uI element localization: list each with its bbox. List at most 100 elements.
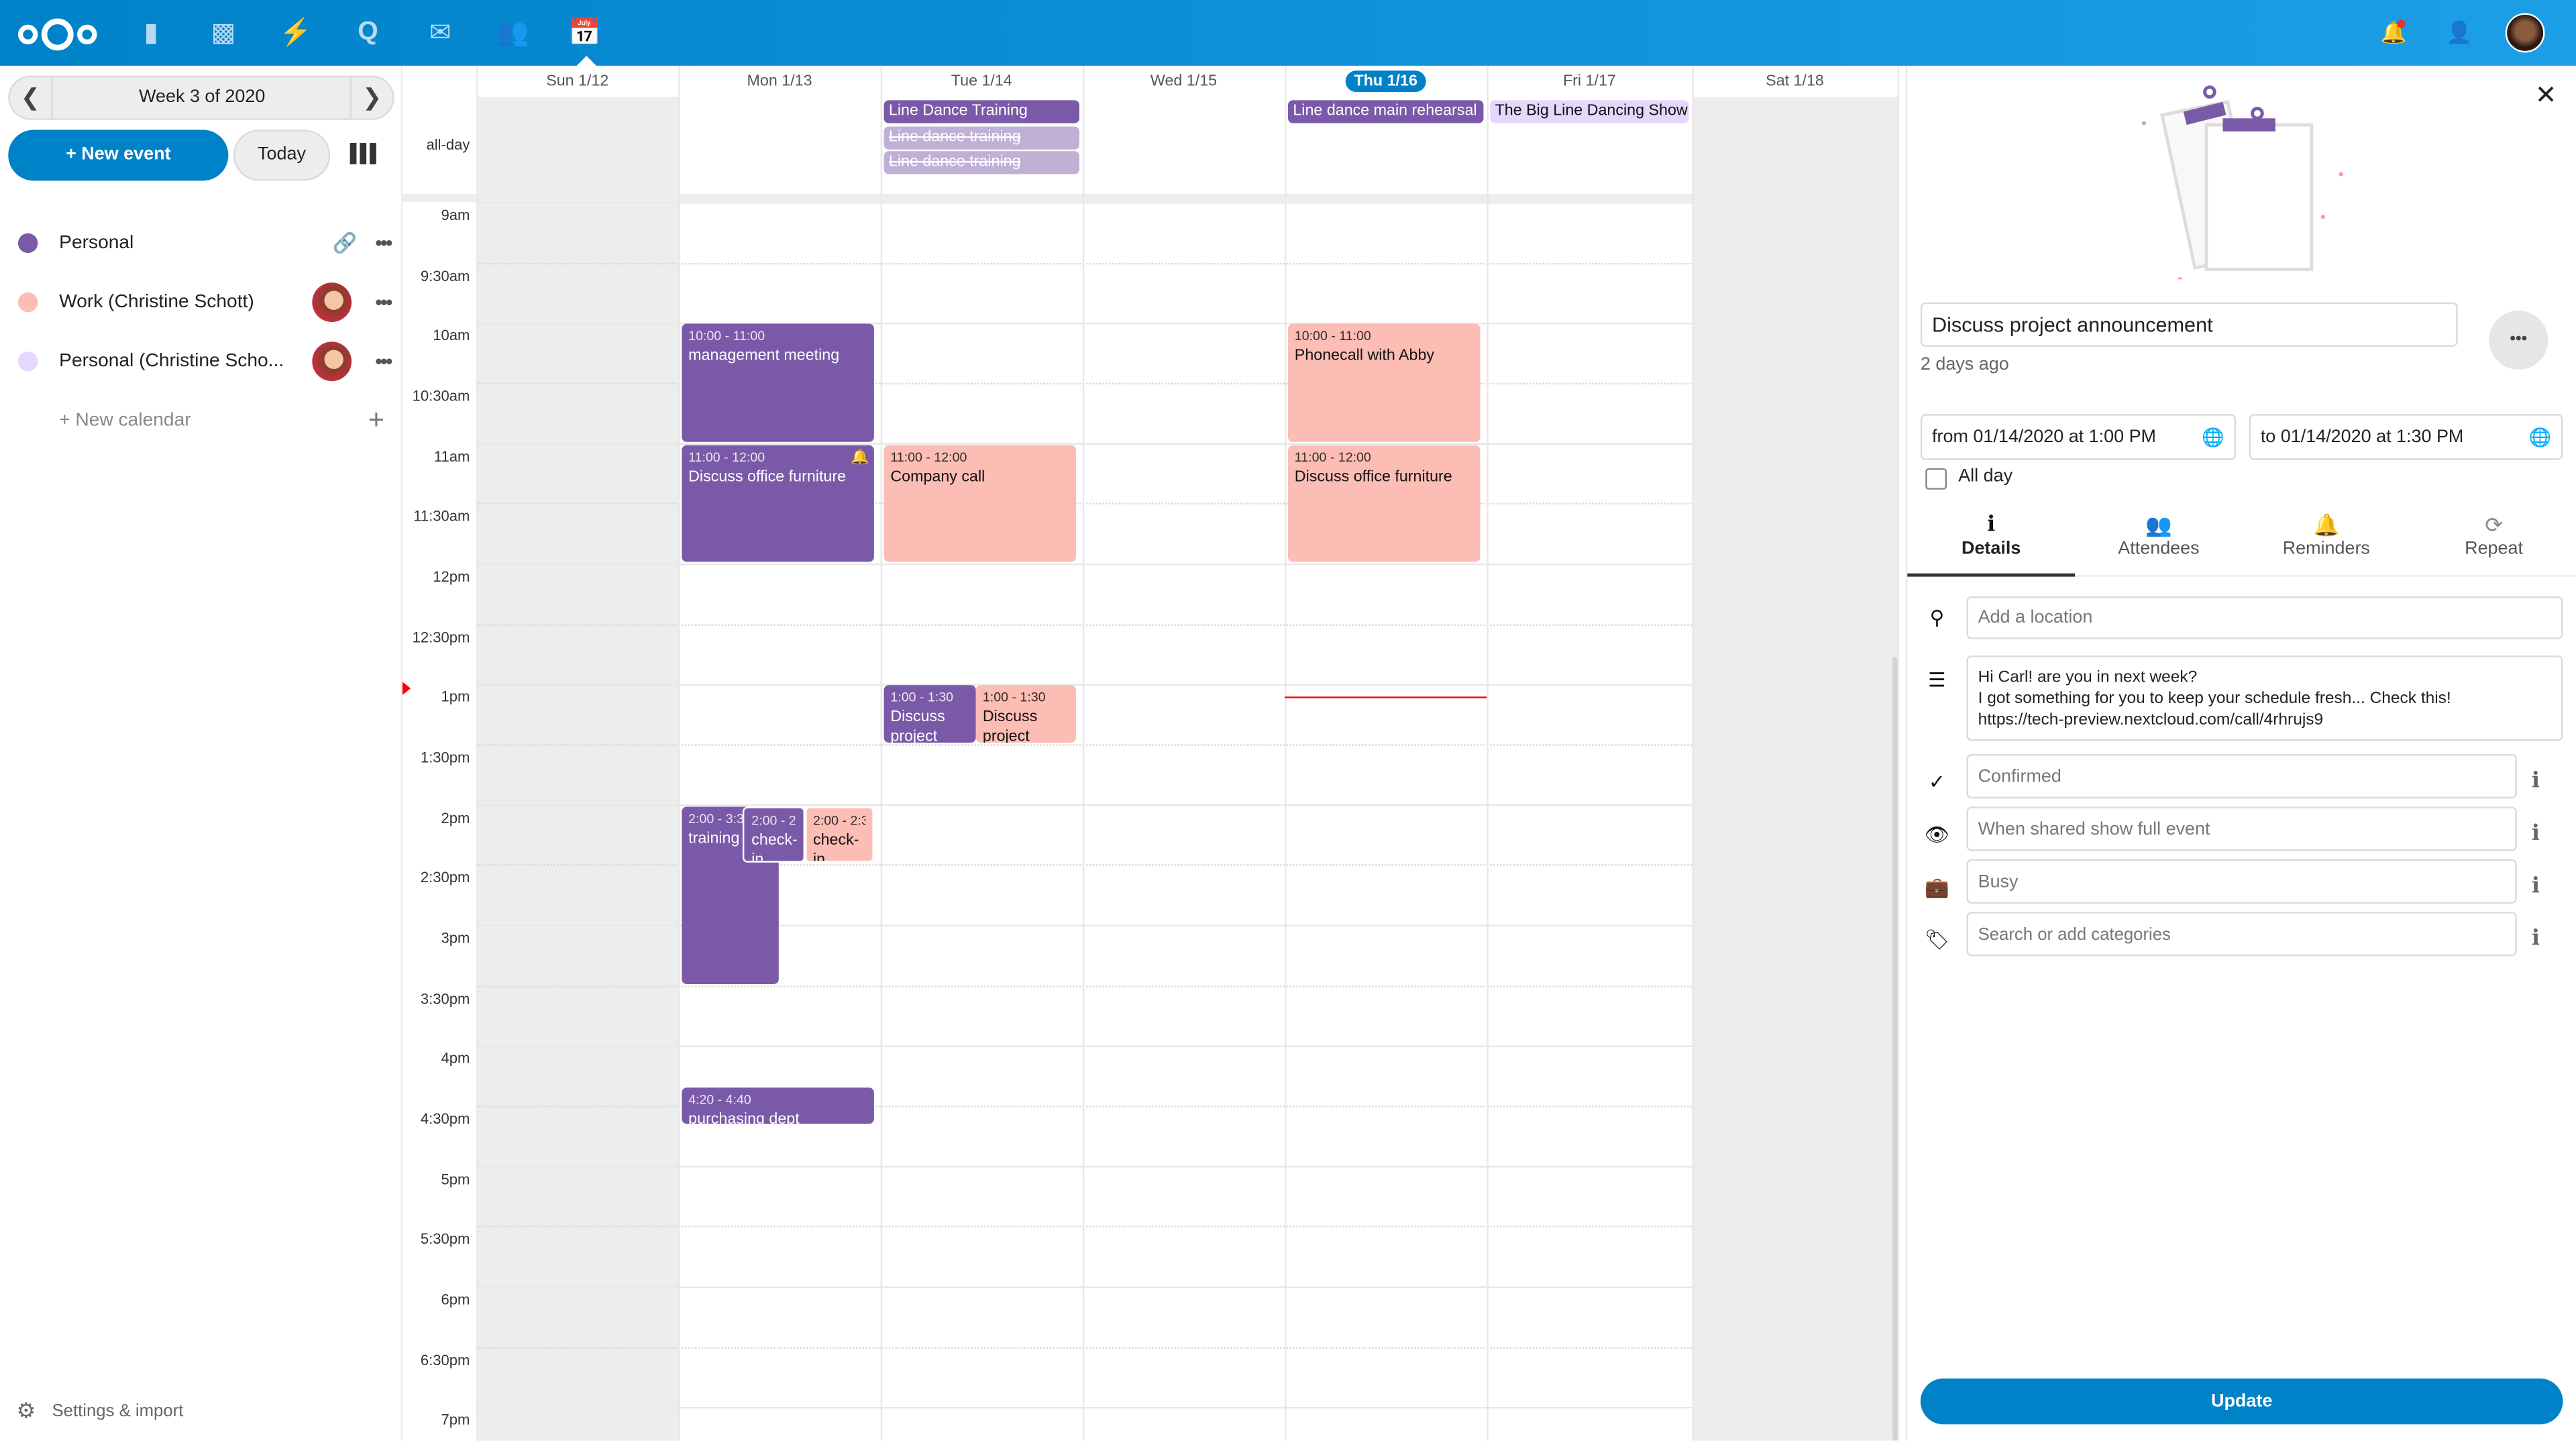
calendar-item-personal-shared[interactable]: Personal (Christine Scho... ••• [16, 340, 392, 383]
allday-checkbox-label[interactable]: All day [1958, 466, 2013, 486]
day-header[interactable]: Mon 1/13 [678, 66, 880, 97]
time-label: 1pm [441, 688, 470, 706]
view-switcher-icon[interactable] [350, 143, 376, 164]
tab-label: Attendees [2118, 539, 2200, 559]
calendar-color-dot[interactable] [17, 352, 38, 372]
scrollbar[interactable] [1892, 657, 1898, 1441]
day-header-label: Sat 1/18 [1766, 72, 1824, 91]
location-input[interactable]: Add a location [1966, 596, 2563, 639]
tab-repeat[interactable]: ⟳ Repeat [2410, 513, 2576, 559]
more-actions-button[interactable]: ••• [2489, 310, 2548, 370]
status-select[interactable]: Confirmed [1966, 754, 2517, 799]
day-header[interactable]: Sat 1/18 [1692, 66, 1897, 97]
photos-icon[interactable]: ▩ [211, 19, 236, 48]
close-icon[interactable]: ✕ [2534, 82, 2557, 111]
calendar-event[interactable]: 10:00 - 11:00 Phonecall with Abby [1288, 324, 1481, 441]
day-header[interactable]: Thu 1/16 [1285, 66, 1487, 97]
categories-input[interactable]: Search or add categories [1966, 912, 2517, 957]
user-avatar[interactable] [2505, 13, 2545, 53]
activity-icon[interactable]: ⚡ [279, 19, 313, 48]
day-header[interactable]: Sun 1/12 [476, 66, 678, 97]
end-datetime-input[interactable]: to 01/14/2020 at 1:30 PM 🌐 [2249, 414, 2563, 460]
talk-icon[interactable]: Q [358, 17, 378, 46]
settings-import-button[interactable]: ⚙ Settings & import [16, 1390, 390, 1433]
calendar-icon[interactable]: 📅 [568, 19, 602, 48]
files-icon[interactable]: ▮ [144, 19, 159, 48]
time-label: 4:30pm [420, 1110, 470, 1127]
tab-attendees[interactable]: 👥 Attendees [2075, 513, 2243, 559]
calendar-event[interactable]: 1:00 - 1:30 Discuss project [976, 685, 1077, 743]
event-title: Discuss project [982, 708, 1038, 743]
week-label[interactable]: Week 3 of 2020 [139, 87, 266, 107]
allday-label: all-day [426, 136, 470, 153]
calendar-actions-icon[interactable]: ••• [375, 350, 392, 373]
mail-icon[interactable]: ✉ [429, 19, 451, 48]
allday-event[interactable]: Line dance training [883, 151, 1079, 174]
calendar-event[interactable]: 11:00 - 12:00 Discuss office furniture 🔔 [682, 444, 874, 562]
calendar-actions-icon[interactable]: ••• [375, 231, 392, 255]
timezone-globe-icon[interactable]: 🌐 [2528, 427, 2552, 448]
previous-week-button[interactable]: ❮ [10, 77, 53, 119]
time-label: 11:30am [413, 508, 470, 525]
day-header[interactable]: Wed 1/15 [1083, 66, 1285, 97]
event-title-input[interactable]: Discuss project announcement [1920, 302, 2458, 347]
calendar-color-dot[interactable] [17, 292, 38, 313]
calendar-item-work[interactable]: Work (Christine Schott) ••• [16, 281, 392, 324]
new-event-button[interactable]: + New event [8, 129, 229, 181]
nextcloud-logo[interactable] [16, 16, 98, 52]
notifications-icon[interactable]: 🔔 [2380, 19, 2408, 45]
week-navigator: ❮ Week 3 of 2020 ❯ [8, 75, 394, 120]
allday-event[interactable]: The Big Line Dancing Show [1490, 100, 1689, 123]
visibility-info-icon[interactable]: i [2531, 821, 2540, 847]
visibility-select[interactable]: When shared show full event [1966, 806, 2517, 851]
day-column-divider [1487, 65, 1489, 1441]
timezone-globe-icon[interactable]: 🌐 [2202, 427, 2224, 448]
tag-icon: 🏷 [1924, 928, 1950, 951]
calendar-event[interactable]: 4:20 - 4:40 purchasing dept [682, 1087, 874, 1124]
description-textarea[interactable]: Hi Carl! are you in next week? I got som… [1966, 655, 2563, 741]
day-header-label: Tue 1/14 [951, 72, 1012, 91]
time-label: 12pm [433, 568, 470, 585]
calendar-item-personal[interactable]: Personal 🔗 ••• [16, 222, 392, 265]
next-week-button[interactable]: ❯ [350, 77, 393, 119]
current-time-line [1285, 696, 1487, 699]
contacts-icon[interactable]: 👥 [496, 19, 529, 48]
event-time: 1:00 - 1:30 [890, 690, 954, 706]
update-button[interactable]: Update [1920, 1378, 2563, 1425]
calendar-event[interactable]: 2:00 - 2:30 check-in [804, 806, 874, 863]
calendar-color-dot[interactable] [17, 233, 38, 254]
allday-event[interactable]: Line dance training [883, 125, 1079, 149]
calendar-event[interactable]: 1:00 - 1:30 Discuss project announcement [883, 685, 977, 743]
event-title: check-in [812, 831, 859, 863]
owner-avatar [313, 282, 353, 323]
event-time: 1:00 - 1:30 [982, 690, 1046, 706]
calendar-event[interactable]: 11:00 - 12:00 Discuss office furniture [1288, 444, 1481, 562]
event-time: 11:00 - 12:00 [1294, 449, 1371, 465]
owner-avatar [313, 341, 353, 382]
contacts-menu-icon[interactable]: 👤 [2446, 19, 2473, 45]
day-header[interactable]: Fri 1/17 [1487, 66, 1692, 97]
day-header[interactable]: Tue 1/14 [881, 66, 1083, 97]
event-time: 11:00 - 12:00 [688, 449, 765, 465]
allday-event[interactable]: Line dance main rehearsal [1288, 100, 1484, 123]
calendar-event[interactable]: 2:00 - 2:30 check-in [743, 806, 805, 863]
calendar-actions-icon[interactable]: ••• [375, 290, 392, 314]
status-info-icon[interactable]: i [2531, 769, 2540, 794]
event-title: Discuss project announcement [890, 708, 945, 743]
calendar-event[interactable]: 11:00 - 12:00 Company call [883, 444, 1077, 562]
new-calendar-button[interactable]: + New calendar + [16, 399, 390, 442]
tab-details[interactable]: i Details [1907, 513, 2075, 559]
today-button[interactable]: Today [233, 129, 331, 181]
tab-reminders[interactable]: 🔔 Reminders [2243, 513, 2410, 559]
availability-select[interactable]: Busy [1966, 859, 2517, 904]
plus-icon[interactable]: + [368, 404, 385, 435]
allday-checkbox[interactable] [1925, 468, 1947, 490]
time-label: 7pm [441, 1411, 470, 1428]
categories-info-icon[interactable]: i [2531, 926, 2540, 951]
start-datetime-input[interactable]: from 01/14/2020 at 1:00 PM 🌐 [1920, 414, 2237, 460]
availability-info-icon[interactable]: i [2531, 873, 2540, 899]
time-label: 1:30pm [420, 749, 470, 766]
calendar-event[interactable]: 10:00 - 11:00 management meeting [682, 324, 874, 441]
allday-event[interactable]: Line Dance Training [883, 100, 1079, 123]
link-icon[interactable]: 🔗 [332, 231, 358, 255]
